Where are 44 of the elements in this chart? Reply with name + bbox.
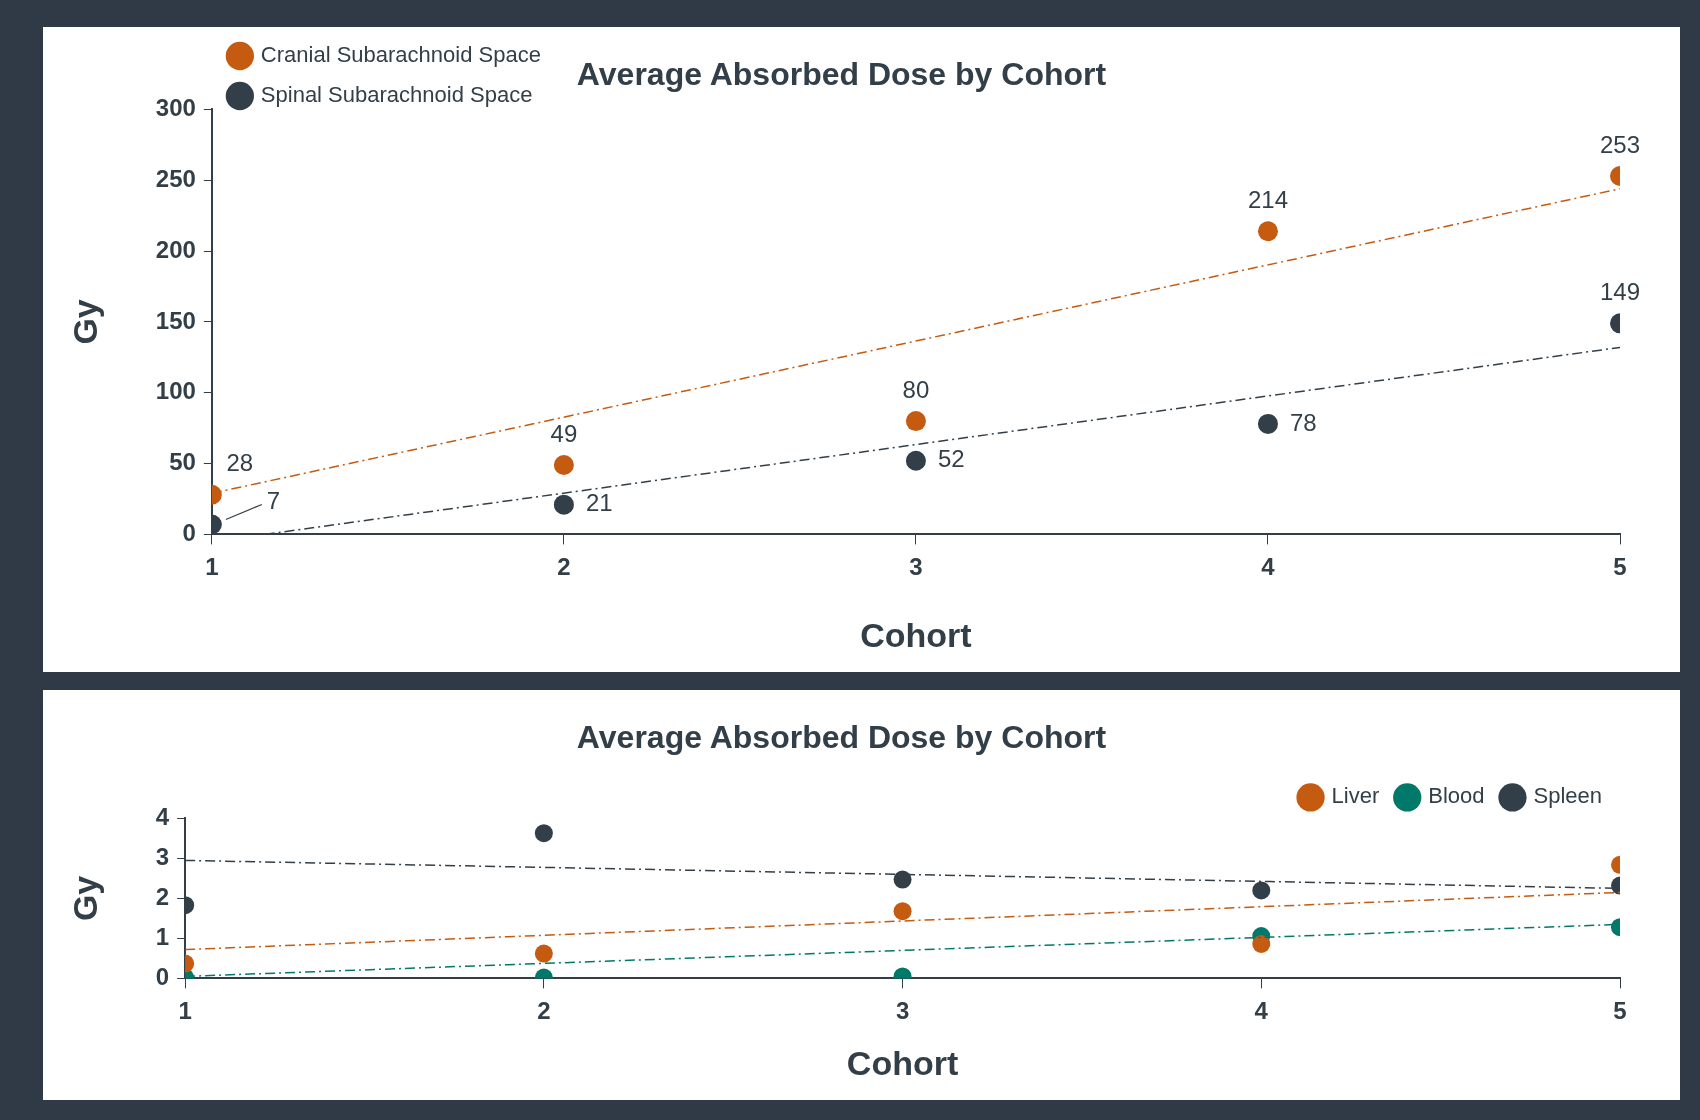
x-tick-label: 3 (909, 553, 923, 581)
y-tick-label: 2 (155, 883, 170, 911)
x-axis-title: Cohort (846, 1043, 959, 1082)
data-label: 80 (902, 375, 930, 403)
data-label: 28 (226, 449, 254, 477)
y-tick-label: 250 (155, 164, 196, 192)
data-label: 52 (937, 445, 965, 473)
y-tick-label: 0 (155, 963, 170, 991)
chart-title: Average Absorbed Dose by Cohort (576, 719, 1107, 756)
y-tick-label: 200 (155, 235, 196, 263)
y-tick-label: 0 (182, 519, 196, 547)
y-tick-label: 3 (155, 843, 170, 871)
data-label: 149 (1599, 277, 1641, 305)
chart-title: Average Absorbed Dose by Cohort (576, 56, 1107, 93)
y-tick-label: 1 (155, 923, 170, 951)
x-tick-label: 2 (537, 997, 551, 1025)
legend-label: Spinal Subarachnoid Space (260, 82, 533, 108)
y-tick-label: 4 (155, 803, 170, 831)
legend-label: Blood (1428, 783, 1485, 809)
y-axis-title: Gy (65, 299, 104, 345)
point (905, 411, 926, 432)
legend-label: Cranial Subarachnoid Space (260, 42, 541, 68)
data-label: 78 (1289, 408, 1317, 436)
x-tick-label: 2 (557, 553, 571, 581)
x-tick-label: 3 (895, 997, 910, 1025)
data-label: 253 (1599, 130, 1641, 158)
y-tick-label: 150 (155, 306, 196, 334)
y-tick-label: 50 (169, 448, 196, 476)
data-label: 49 (550, 419, 578, 447)
x-axis-title: Cohort (860, 615, 972, 654)
x-tick-label: 4 (1254, 997, 1269, 1025)
x-tick-label: 4 (1261, 553, 1276, 581)
x-tick-label: 1 (205, 553, 219, 581)
y-tick-label: 300 (155, 94, 196, 122)
data-label: 214 (1247, 185, 1288, 213)
x-tick-label: 5 (1613, 997, 1627, 1025)
data-label: 7 (266, 487, 281, 515)
y-tick-label: 100 (155, 377, 196, 405)
point (905, 450, 926, 471)
y-axis-title: Gy (65, 875, 104, 922)
data-label: 21 (585, 489, 613, 517)
legend-label: Spleen (1533, 783, 1603, 809)
x-tick-label: 5 (1613, 553, 1627, 581)
legend-label: Liver (1331, 783, 1380, 809)
